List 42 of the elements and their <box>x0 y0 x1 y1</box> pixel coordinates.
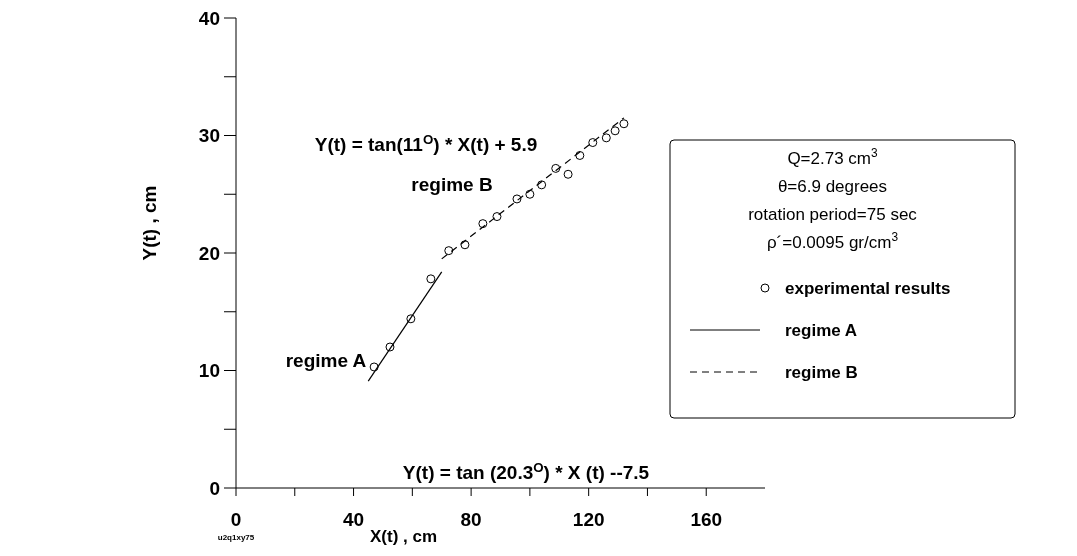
point <box>369 362 379 372</box>
y-tick-label: 40 <box>198 7 220 29</box>
annotation: regime A <box>285 349 367 371</box>
point <box>525 189 535 199</box>
x-tick-label: 160 <box>690 509 723 530</box>
text: u2q1xy75 <box>217 533 255 542</box>
legend-label: experimental results <box>785 278 951 298</box>
annotation: regime B <box>411 173 493 195</box>
text: θ=6.9 degrees <box>777 177 888 196</box>
legend-label: regime B <box>785 362 858 382</box>
y-axis-title: Y(t) , cm <box>139 185 160 261</box>
x-tick-label: 40 <box>342 509 365 530</box>
point <box>426 274 436 284</box>
legend-label: regime A <box>785 320 858 340</box>
x-tick-label: 80 <box>460 509 482 530</box>
y-tick-label: 10 <box>198 360 220 382</box>
point <box>492 212 502 222</box>
point <box>460 240 470 250</box>
point <box>385 342 395 352</box>
point <box>551 163 561 173</box>
point <box>537 180 547 190</box>
point <box>563 169 573 179</box>
y-tick-label: 0 <box>209 477 220 499</box>
point <box>601 133 611 143</box>
x-axis-title: X(t) , cm <box>370 527 438 546</box>
annotation: Y(t) = tan(11$^{O}$) * X(t) + 5.9 <box>314 131 538 155</box>
point <box>588 138 598 148</box>
text: Q=2.73 cm$^{3}$ <box>787 146 878 168</box>
point <box>512 194 522 204</box>
x-tick-label: 120 <box>572 509 605 530</box>
y-tick-label: 20 <box>198 242 220 264</box>
x-tick-label: 0 <box>230 509 242 530</box>
y-tick-label: 30 <box>198 125 220 147</box>
point <box>619 119 629 129</box>
point <box>444 246 454 256</box>
point <box>406 314 416 324</box>
text: ρ´=0.0095 gr/cm$^{3}$ <box>766 230 899 252</box>
point <box>610 126 620 136</box>
point <box>478 219 488 229</box>
annotation: Y(t) = tan (20.3$^{O}$) * X (t) --7.5 <box>402 459 650 483</box>
point <box>575 150 585 160</box>
annotation: rotation period=75 sec <box>748 205 918 224</box>
